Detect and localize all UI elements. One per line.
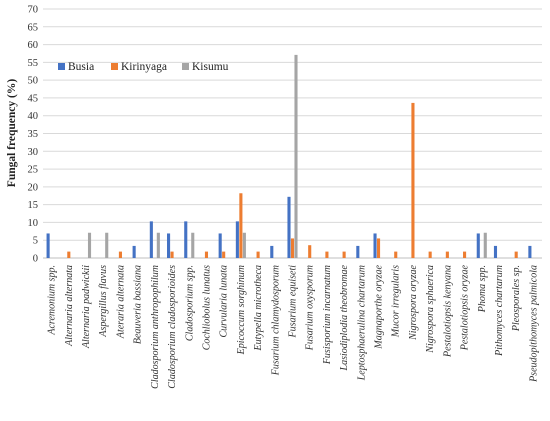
bar-kirinyaga-1 [67,251,71,258]
category-label: Curvularia lunata [219,265,230,338]
category-label: Magnaporthe oryzae [374,264,385,349]
bar-kisumu-3 [105,232,109,258]
category-label: Lasiodiplodia theobromae [339,264,350,371]
legend: Busia Kirinyaga Kisumu [58,61,229,73]
bar-kirinyaga-27 [514,251,518,258]
category-label: Fusarium equiseti [288,265,299,339]
bar-busia-19 [373,233,377,258]
bar-busia-28 [528,245,532,258]
y-tick-label: 30 [28,147,39,158]
bar-kirinyaga-12 [256,251,260,258]
bar-kirinyaga-21 [411,102,415,258]
category-label: Phoma spp. [477,265,488,313]
category-label: Cladosporium spp. [184,265,195,341]
gridlines [43,8,542,259]
category-label: Beauveria bassiana [133,265,144,344]
y-tick-label: 40 [28,111,39,122]
category-label: Pleosporales sp. [511,265,522,332]
bar-kirinyaga-9 [204,251,209,258]
bar-kirinyaga-16 [325,251,329,258]
bar-kirinyaga-19 [376,238,381,258]
category-label: Eutypella microtheca [253,265,264,351]
y-axis-label: Fungal frequency (%) [6,79,18,188]
bar-busia-6 [149,221,153,258]
category-label: Aspergillus flavus [98,265,109,338]
bar-kisumu-25 [483,232,487,258]
bar-busia-11 [235,221,239,258]
legend-swatch-busia [58,63,65,70]
bar-kirinyaga-24 [463,251,467,258]
legend-label-busia: Busia [68,61,94,73]
bar-busia-26 [493,245,498,258]
y-tick-label: 50 [28,76,39,87]
category-label: Leptosphaerulina chartarum [356,265,367,381]
category-label: Cladosporium cladosporioides [167,265,178,389]
category-label: Acremonium spp. [47,265,58,336]
category-label: Fusarium oxysporum [305,265,316,351]
y-tick-label: 10 [28,218,39,229]
bar-busia-14 [287,196,291,258]
category-label: Alternaria alternata [64,265,75,347]
bar-kisumu-11 [242,232,246,258]
bar-busia-25 [476,233,480,258]
legend-swatch-kisumu [182,63,189,70]
y-tick-label: 70 [28,5,39,16]
bar-busia-10 [218,233,222,258]
bar-kirinyaga-14 [290,238,295,258]
bar-busia-8 [184,221,188,258]
category-label: Cladosporium anthropophilum [150,265,161,389]
bar-kisumu-2 [87,232,92,258]
y-tick-label: 35 [28,129,39,140]
y-tick-label: 55 [28,58,39,69]
y-tick-label: 60 [28,40,39,51]
category-label: Pestalotiopsis oryzae [460,264,471,351]
y-tick-label: 45 [28,93,39,104]
bar-kirinyaga-20 [394,251,398,258]
category-label: Nigrospora sphaerica [425,265,436,354]
bar-kirinyaga-10 [222,251,226,258]
y-tick-label: 15 [28,200,39,211]
y-tick-label: 0 [33,254,38,265]
y-tick-label: 20 [28,182,39,193]
category-label: Fusarium chlamydosporum [270,265,281,376]
category-label: Cochliobolus lunatus [201,265,212,350]
y-axis-ticks: 0 5 10 15 20 25 30 35 40 45 50 55 60 65 70 [28,5,39,265]
bar-kirinyaga-4 [118,251,122,258]
bar-kirinyaga-22 [428,251,432,258]
legend-swatch-kirinyaga [111,63,118,70]
y-tick-label: 5 [33,236,38,247]
bar-busia-13 [270,245,274,258]
category-label: Ateraria alternata [115,265,126,339]
category-label: Fusisporium incarnatum [322,265,333,365]
category-label: Epicoccum sorghinum [236,265,247,355]
bar-busia-0 [46,233,50,258]
category-label: Pithomyces chartarum [494,265,505,357]
category-label: Pseudopithomyces palmicola [528,265,539,383]
bar-kirinyaga-11 [239,193,243,258]
bar-kirinyaga-7 [170,251,174,258]
bar-kirinyaga-15 [308,245,312,258]
bar-busia-18 [356,245,360,258]
bar-kirinyaga-23 [445,251,449,258]
legend-label-kisumu: Kisumu [192,61,229,73]
bar-kirinyaga-17 [342,251,346,258]
category-label: Alternaria padwickii [81,265,92,349]
category-label: Nigrospora oryzae [408,264,419,340]
category-label: Pestalotiopsis kenyana [442,265,453,358]
bars [46,54,532,258]
category-label: Mucor irregularis [391,265,402,338]
category-labels: Acremonium spp. Alternaria alternata Alter… [47,264,540,388]
bar-kisumu-8 [191,232,195,258]
legend-label-kirinyaga: Kirinyaga [121,61,167,73]
bar-kisumu-14 [294,54,298,258]
bar-busia-7 [167,233,171,258]
y-tick-label: 65 [28,22,39,33]
bar-kisumu-6 [156,232,160,258]
y-tick-label: 25 [28,165,39,176]
bar-busia-5 [132,245,136,258]
